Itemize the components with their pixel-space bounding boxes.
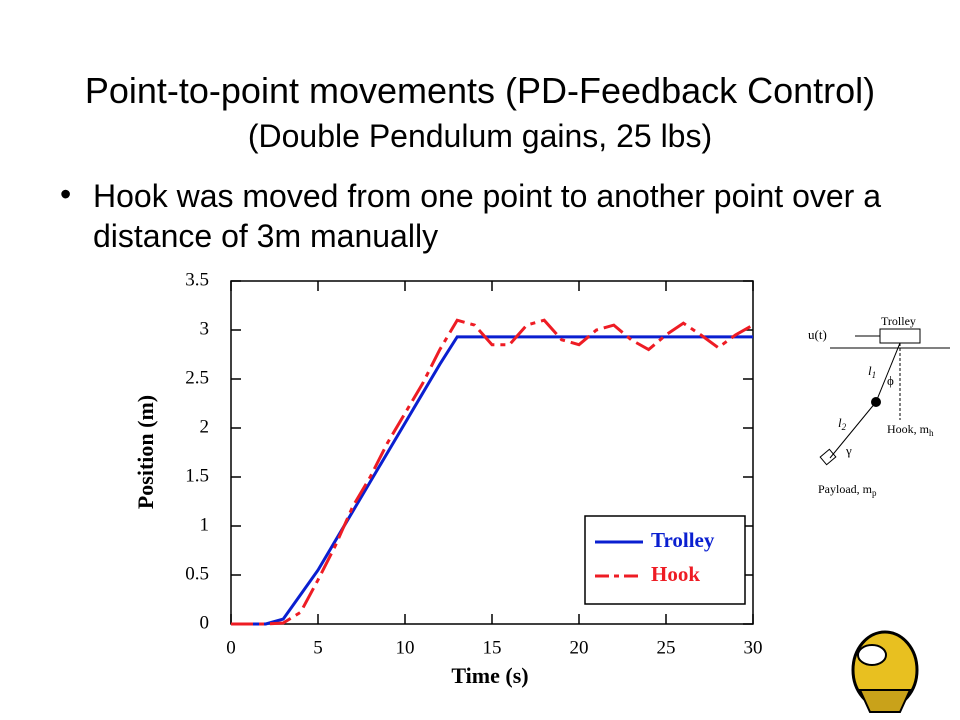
cable-2 [829, 401, 877, 459]
x-tick-label: 20 [570, 637, 589, 658]
logo-eye [857, 644, 887, 666]
x-tick-label: 10 [396, 637, 415, 658]
bullet: Hook was moved from one point to another… [93, 178, 881, 254]
cable-1 [875, 342, 901, 403]
label: Payload, mp [818, 482, 877, 498]
subtitle: (Double Pendulum gains, 25 lbs) [247, 118, 713, 154]
label: ϕ [887, 373, 894, 388]
label: l [838, 415, 842, 430]
series-line [231, 318, 754, 626]
bullet-dot: • [60, 176, 72, 212]
y-tick-label: 2 [200, 416, 210, 437]
label: h [929, 428, 934, 438]
logo-shield [858, 689, 912, 713]
x-tick-label: 25 [657, 637, 676, 658]
label: l [868, 363, 872, 378]
title: Point-to-point movements (PD-Feedback Co… [84, 70, 876, 111]
y-tick-label: 3 [200, 318, 210, 339]
trolley-box [879, 328, 921, 344]
y-tick-label: 0.5 [185, 563, 209, 584]
label: Hook, mh [887, 422, 934, 438]
label: u(t) [808, 327, 827, 342]
label: 2 [842, 422, 847, 432]
label: Trolley [881, 314, 916, 328]
legend-label: Hook [651, 562, 700, 586]
legend: Trolley Hook [584, 515, 746, 605]
x-axis-label: Time (s) [451, 663, 528, 688]
series-line [231, 335, 753, 626]
logo [851, 630, 919, 713]
label: Hook, m [887, 422, 930, 436]
x-tick-label: 5 [313, 637, 323, 658]
y-axis-label: Position (m) [133, 395, 158, 509]
label: Payload, m [818, 482, 873, 496]
y-tick-label: 0 [200, 612, 210, 633]
legend-label: Trolley [651, 528, 715, 552]
x-tick-label: 15 [483, 637, 502, 658]
label: γ [845, 443, 852, 458]
label: l2 [838, 415, 847, 432]
label: p [872, 488, 877, 498]
y-tick-label: 1 [200, 514, 210, 535]
label: l1 [868, 363, 876, 380]
diagram: u(t) Trolley l1 ϕ l2 γ Hook, mh Payload,… [808, 314, 950, 498]
x-tick-label: 0 [226, 637, 236, 658]
y-tick-label: 1.5 [185, 465, 209, 486]
label: 1 [872, 370, 877, 380]
x-tick-label: 30 [744, 637, 763, 658]
y-tick-label: 2.5 [185, 367, 209, 388]
legend-box [584, 515, 746, 605]
y-tick-label: 3.5 [185, 269, 209, 290]
payload-box [819, 448, 837, 466]
